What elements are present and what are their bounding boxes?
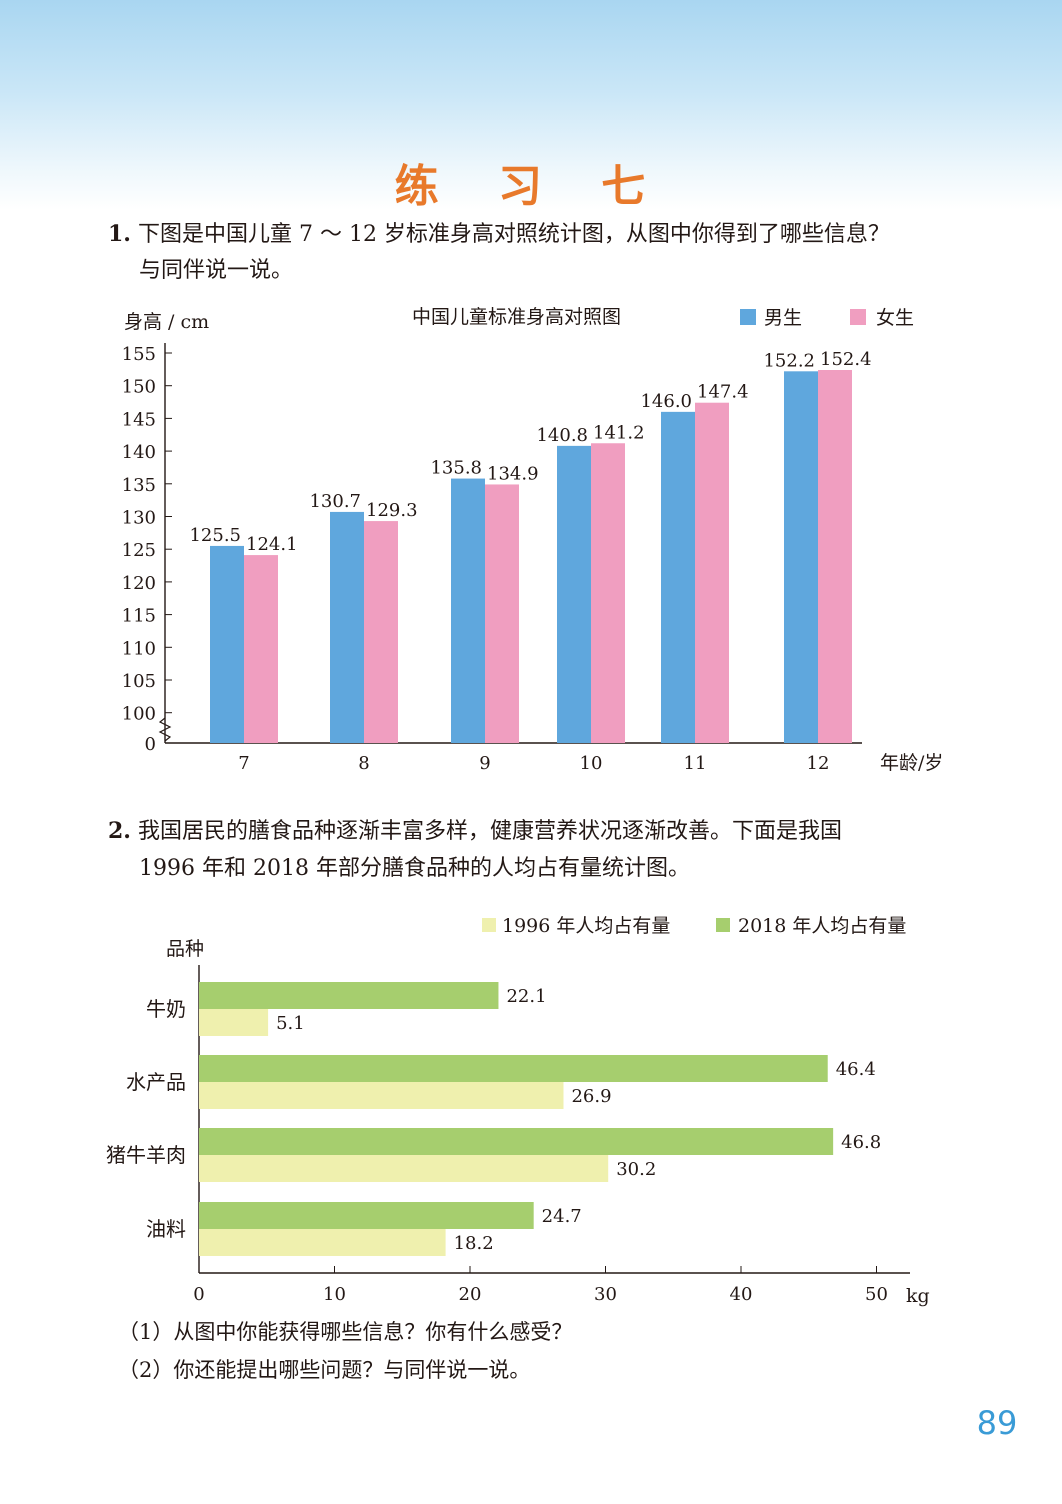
food-bar-label: 22.1 <box>506 986 546 1007</box>
height-chart-xlabel: 年龄/岁 <box>880 752 943 774</box>
food-xtick-label: 0 <box>193 1284 204 1305</box>
food-xtick-label: 20 <box>459 1284 482 1305</box>
height-bar-label: 140.8 <box>536 425 588 446</box>
height-ytick-label: 105 <box>122 671 156 692</box>
food-bar-label: 46.4 <box>836 1059 876 1080</box>
height-ytick-label: 110 <box>122 638 156 659</box>
height-bar-label: 152.2 <box>763 350 815 371</box>
food-category-label: 油料 <box>146 1217 186 1241</box>
height-bar-label: 125.5 <box>189 525 241 546</box>
page-number: 89 <box>976 1404 1018 1442</box>
food-chart-ylabel: 品种 <box>166 938 204 960</box>
food-xtick-label: 50 <box>865 1284 888 1305</box>
height-ytick-label: 0 <box>145 734 156 755</box>
height-bar-chart: 身高 / cm 中国儿童标准身高对照图 男生 女生 年龄/岁 0 100 105 11… <box>122 306 944 774</box>
food-bar-label: 30.2 <box>616 1159 656 1180</box>
height-bar-boys <box>210 545 244 743</box>
height-bar-label: 124.1 <box>246 534 298 555</box>
height-bar-girls <box>244 555 278 743</box>
height-bar-girls <box>485 484 519 743</box>
food-bar-1996 <box>199 1229 446 1256</box>
height-xtick-label: 10 <box>580 753 603 774</box>
legend-label-1996: 1996 年人均占有量 <box>502 915 670 937</box>
height-ytick-label: 150 <box>122 377 156 398</box>
food-bar-2018 <box>199 1055 828 1082</box>
height-chart-ylabel: 身高 / cm <box>124 311 209 333</box>
height-ytick-label: 155 <box>122 344 156 365</box>
food-bar-label: 24.7 <box>542 1206 582 1227</box>
height-bar-girls <box>591 443 625 743</box>
question-2-number: 2. <box>108 818 131 844</box>
height-bar-boys <box>784 371 818 743</box>
height-bar-label: 135.8 <box>430 458 482 479</box>
height-bar-girls <box>695 402 729 743</box>
height-bar-boys <box>557 445 591 743</box>
height-bar-label: 134.9 <box>487 463 539 484</box>
legend-label-2018: 2018 年人均占有量 <box>738 915 906 937</box>
question-2-sub-2: （2）你还能提出哪些问题？与同伴说一说。 <box>118 1358 531 1382</box>
height-bar-boys <box>451 478 485 743</box>
food-category-label: 水产品 <box>126 1070 186 1094</box>
height-bar-label: 146.0 <box>640 391 692 412</box>
food-chart-unit: kg <box>906 1285 930 1307</box>
height-bar-label: 152.4 <box>820 349 872 370</box>
legend-label-boys: 男生 <box>764 307 802 329</box>
food-bar-label: 5.1 <box>276 1013 305 1034</box>
height-xtick-label: 12 <box>807 753 830 774</box>
height-bar-label: 130.7 <box>309 491 361 512</box>
food-bar-2018 <box>199 1128 834 1155</box>
question-1-line-1: 1. 下图是中国儿童 7 ～ 12 岁标准身高对照统计图，从图中你得到了哪些信息… <box>108 216 890 253</box>
food-category-label: 牛奶 <box>146 997 186 1021</box>
axis-break-icon <box>158 717 172 742</box>
page-title: 练 习 七 <box>394 161 668 212</box>
food-category-label: 猪牛羊肉 <box>106 1143 186 1167</box>
question-2-sub-1: （1）从图中你能获得哪些信息？你有什么感受？ <box>118 1320 573 1344</box>
height-ytick-label: 135 <box>122 475 156 496</box>
header-band <box>0 0 1062 210</box>
question-2-text: 我国居民的膳食品种逐渐丰富多样，健康营养状况逐渐改善。下面是我国 <box>137 819 842 844</box>
legend-swatch-girls <box>850 309 866 325</box>
legend-swatch-1996 <box>482 918 496 932</box>
height-ytick-label: 140 <box>122 442 156 463</box>
height-chart-title: 中国儿童标准身高对照图 <box>412 306 621 328</box>
legend-swatch-2018 <box>716 918 730 932</box>
height-bar-label: 129.3 <box>366 500 418 521</box>
food-bar-chart: 1996 年人均占有量 2018 年人均占有量 品种 kg 牛奶 22.1 5.1 水… <box>106 915 930 1307</box>
food-bar-1996 <box>199 1009 269 1036</box>
question-2-line-2: 1996 年和 2018 年部分膳食品种的人均占有量统计图。 <box>139 856 690 881</box>
height-bar-boys <box>661 411 695 743</box>
height-ytick-label: 120 <box>122 573 156 594</box>
height-xtick-label: 9 <box>479 753 490 774</box>
food-bar-2018 <box>199 982 499 1009</box>
height-bar-label: 147.4 <box>697 382 749 403</box>
food-xtick-label: 30 <box>594 1284 617 1305</box>
question-2-line-1: 2. 我国居民的膳食品种逐渐丰富多样，健康营养状况逐渐改善。下面是我国 <box>108 813 842 850</box>
height-xtick-label: 11 <box>684 753 707 774</box>
legend-label-girls: 女生 <box>876 307 914 329</box>
height-ytick-label: 115 <box>122 606 156 627</box>
height-ytick-label: 125 <box>122 540 156 561</box>
height-ytick-label: 145 <box>122 409 156 430</box>
height-bar-label: 141.2 <box>593 422 645 443</box>
question-1-number: 1. <box>108 221 131 247</box>
food-xtick-label: 10 <box>323 1284 346 1305</box>
food-bar-label: 26.9 <box>571 1086 611 1107</box>
food-bar-1996 <box>199 1082 564 1109</box>
food-xtick-label: 40 <box>730 1284 753 1305</box>
food-bar-label: 18.2 <box>454 1233 494 1254</box>
question-1-text: 下图是中国儿童 7 ～ 12 岁标准身高对照统计图，从图中你得到了哪些信息？ <box>137 222 890 247</box>
height-ytick-label: 130 <box>122 508 156 529</box>
height-bar-girls <box>364 521 398 743</box>
height-bar-girls <box>818 370 852 743</box>
legend-swatch-boys <box>740 309 756 325</box>
height-xtick-label: 7 <box>238 753 249 774</box>
height-ytick-label: 100 <box>122 704 156 725</box>
height-xtick-label: 8 <box>358 753 369 774</box>
food-bar-label: 46.8 <box>841 1132 881 1153</box>
food-bar-2018 <box>199 1202 534 1229</box>
food-bar-1996 <box>199 1155 609 1182</box>
question-1-line-2: 与同伴说一说。 <box>139 258 294 283</box>
height-bar-boys <box>330 511 364 743</box>
